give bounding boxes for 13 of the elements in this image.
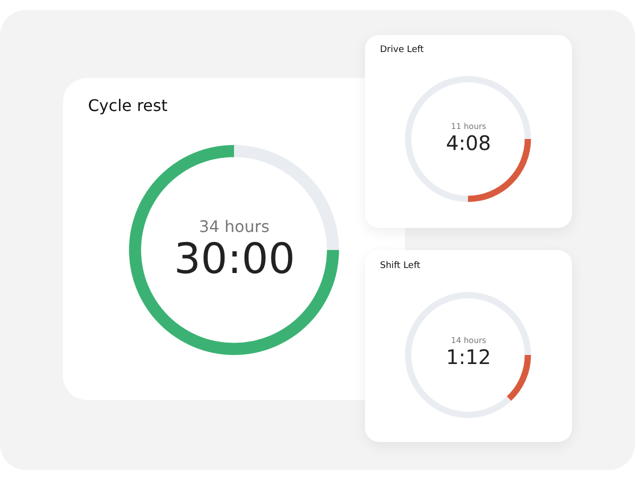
text: 11 hours — [451, 122, 486, 131]
chart-title: Shift Left — [380, 261, 420, 271]
donut-slice — [405, 292, 531, 418]
chart-title: Cycle rest — [88, 96, 168, 115]
text: 34 hours — [199, 217, 270, 236]
text: 30:00 — [174, 234, 296, 283]
chart-title: Drive Left — [380, 45, 424, 55]
text: 4:08 — [446, 131, 491, 155]
donut-slice — [506, 355, 531, 401]
text: 1:12 — [446, 345, 491, 369]
donut-slice — [405, 76, 531, 202]
donut-slice — [129, 145, 339, 355]
text: 14 hours — [451, 336, 486, 345]
